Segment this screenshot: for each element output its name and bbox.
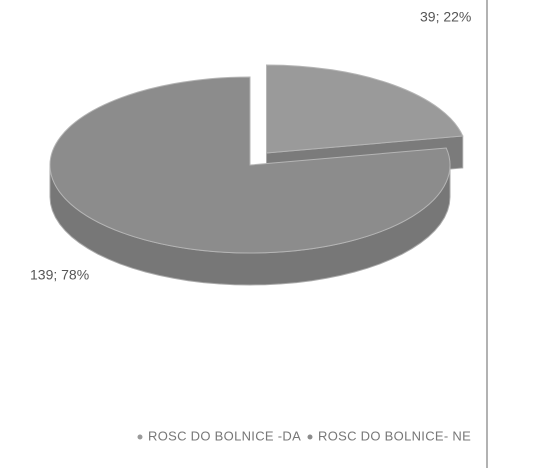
- legend-marker: [307, 434, 313, 440]
- legend-label: ROSC DO BOLNICE -DA: [148, 428, 301, 443]
- data-label: 39; 22%: [420, 9, 471, 25]
- slice: [49, 76, 451, 254]
- data-label: 139; 78%: [30, 267, 89, 283]
- slice: [266, 64, 464, 154]
- legend-label: ROSC DO BOLNICE- NE: [318, 428, 471, 443]
- legend-marker: [137, 434, 143, 440]
